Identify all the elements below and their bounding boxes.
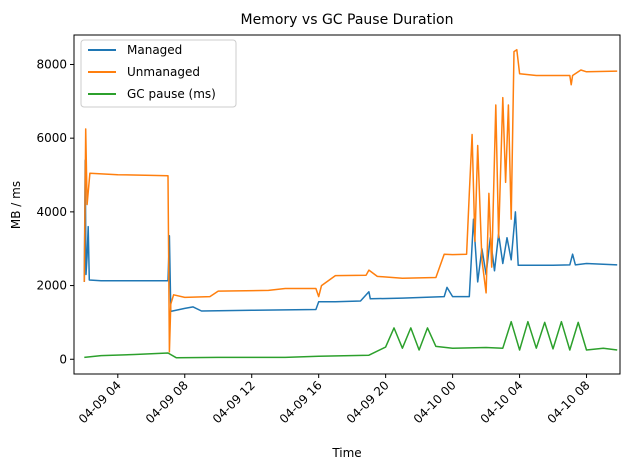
legend-label-gc-pause: GC pause (ms) — [127, 87, 216, 101]
y-axis-title: MB / ms — [9, 181, 23, 229]
series-layer — [83, 48, 618, 359]
x-tick-label: 04-10 08 — [545, 378, 593, 426]
legend-box — [80, 39, 237, 108]
x-axis-title: Time — [331, 446, 361, 460]
series-line-gc-pause-ms — [84, 320, 618, 359]
legend: Managed Unmanaged GC pause (ms) — [80, 39, 237, 108]
y-tick-label: 2000 — [36, 279, 67, 293]
y-tick-label: 0 — [59, 352, 67, 366]
x-tick-label: 04-09 20 — [344, 378, 392, 426]
x-tick-label: 04-10 00 — [411, 378, 459, 426]
chart-title: Memory vs GC Pause Duration — [241, 12, 454, 28]
y-tick-label: 6000 — [36, 131, 67, 145]
x-tick-label: 04-09 04 — [76, 378, 124, 426]
x-tick-label: 04-09 16 — [277, 378, 325, 426]
x-tick-label: 04-09 12 — [210, 378, 258, 426]
legend-label-managed: Managed — [127, 43, 182, 57]
y-tick-label: 8000 — [36, 57, 67, 71]
x-tick-label: 04-10 04 — [478, 378, 526, 426]
series-line-managed — [83, 159, 618, 313]
x-tick-label: 04-09 08 — [143, 378, 191, 426]
series-line-unmanaged — [83, 48, 618, 353]
plot-frame — [73, 34, 621, 375]
y-tick-label: 4000 — [36, 205, 67, 219]
legend-label-unmanaged: Unmanaged — [127, 65, 200, 79]
